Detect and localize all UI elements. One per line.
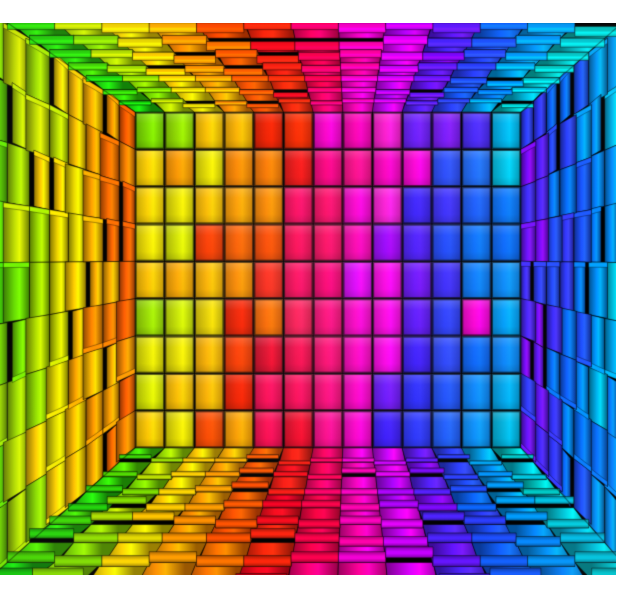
cube-room-canvas	[0, 23, 616, 575]
artwork-title: 3D Rainbow Cube Room	[514, 586, 614, 596]
rainbow-cube-room-image	[0, 23, 616, 575]
